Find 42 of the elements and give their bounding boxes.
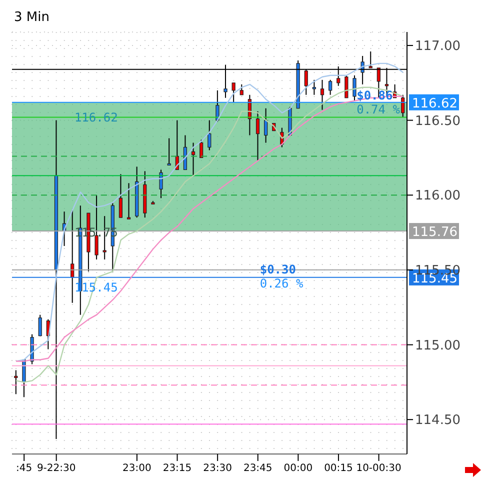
- x-tick-label: 23:30: [203, 463, 232, 474]
- candlestick: [264, 108, 268, 144]
- candlestick: [320, 79, 324, 110]
- candlestick: [216, 90, 220, 122]
- y-tick-label: 115.00: [415, 338, 460, 354]
- candlestick: [312, 79, 316, 96]
- candlestick: [126, 182, 131, 220]
- annotation: 0.26 %: [260, 276, 304, 290]
- x-tick-label: :45: [16, 463, 32, 474]
- candlestick: [352, 74, 356, 102]
- candlestick: [118, 174, 123, 218]
- x-tick-label: 23:00: [122, 463, 152, 474]
- candlestick: [256, 110, 260, 162]
- annotation: $0.86: [356, 88, 393, 102]
- x-tick-label: 10-00:30: [356, 463, 402, 474]
- y-tick-label: 117.00: [415, 39, 460, 54]
- annotation: 0.74 %: [356, 102, 401, 116]
- x-tick-label: 23:45: [243, 463, 272, 474]
- candlestick: [191, 142, 196, 176]
- candlestick: [401, 94, 405, 118]
- candlestick: [159, 169, 163, 199]
- annotation: 115.75: [74, 226, 118, 240]
- x-tick-label: 00:00: [284, 463, 313, 474]
- x-tick-label: 23:15: [162, 463, 192, 474]
- candlestick: [200, 139, 204, 158]
- ref-line-label: 116.62: [412, 96, 458, 112]
- candlestick: [328, 79, 332, 96]
- candlestick: [232, 82, 236, 103]
- candlestick: [240, 84, 244, 96]
- y-tick-label: 116.50: [415, 114, 460, 129]
- annotation: $0.30: [260, 262, 296, 276]
- x-tick-label: 9-22:30: [36, 463, 76, 474]
- candlestick: [14, 370, 18, 395]
- y-tick-label: 116.00: [415, 188, 460, 204]
- x-tick-label: 00:15: [324, 463, 353, 474]
- candlestick: [344, 74, 348, 98]
- chart-title: 3 Min: [14, 10, 50, 25]
- candlestick: [167, 138, 171, 166]
- y-tick-label: 114.50: [415, 413, 460, 428]
- candlestick: [38, 314, 42, 336]
- candlestick: [208, 120, 212, 151]
- ref-line-label: 115.76: [412, 225, 458, 240]
